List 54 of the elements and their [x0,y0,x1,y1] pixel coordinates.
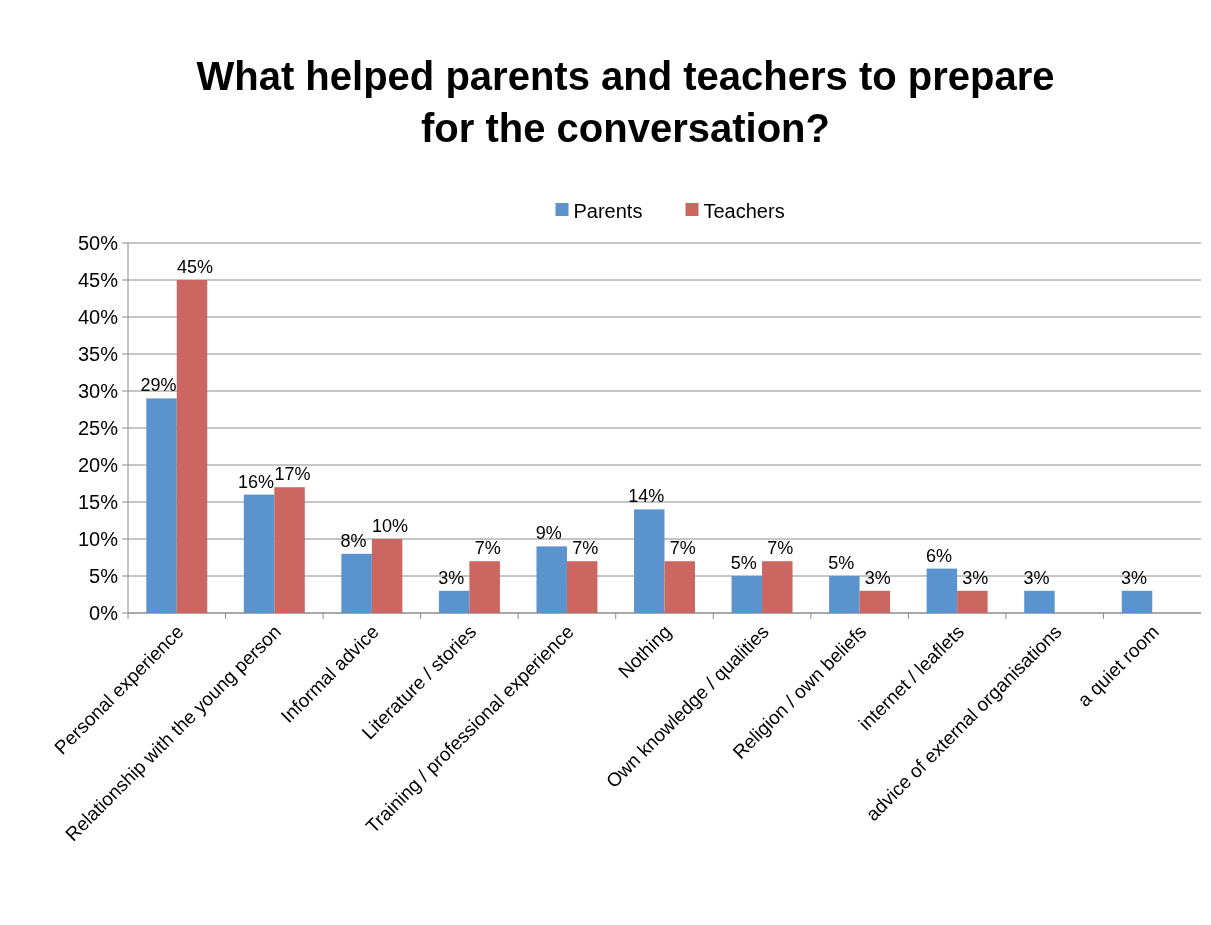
bar [243,494,275,613]
data-label: 3% [438,567,465,588]
bar [634,509,665,613]
bar [829,576,860,613]
data-label: 5% [730,553,757,573]
legend-label: Parents [573,200,643,222]
bar [274,487,305,613]
y-tick-label: 25% [77,417,119,439]
data-label: 5% [828,553,855,573]
chart-title: What helped parents and teachers to prepare for the conversation? [196,54,1055,150]
data-label: 17% [274,464,311,485]
data-label: 29% [140,375,177,396]
bar [957,590,988,613]
y-tick-label: 10% [77,528,119,550]
bar [566,561,598,613]
data-label: 7% [572,538,599,559]
bar [762,561,793,613]
data-label: 7% [767,538,794,559]
bar [536,546,567,613]
y-tick-label: 35% [77,343,119,365]
bar [438,590,470,613]
y-tick-label: 20% [77,454,119,476]
y-tick-label: 30% [77,380,119,402]
y-tick-label: 50% [77,232,119,254]
bar [1121,590,1153,613]
bar [664,561,695,613]
y-tick-label: 5% [89,565,119,587]
data-label: 3% [1120,567,1147,588]
y-tick-label: 45% [77,269,119,291]
bar [1024,590,1055,613]
data-label: 3% [864,567,891,588]
data-label: 9% [535,523,562,544]
data-label: 3% [962,567,989,588]
data-label: 8% [340,530,367,551]
data-label: 3% [1023,567,1050,588]
data-label: 6% [925,545,952,566]
y-tick-label: 15% [77,491,119,513]
legend-label: Teachers [703,200,785,222]
data-label: 10% [372,516,409,536]
bar [926,568,958,613]
bar [341,553,372,613]
bar [371,539,403,613]
bar [176,280,208,613]
data-label: 7% [474,538,501,559]
data-label: 16% [238,471,275,492]
data-label: 14% [628,486,665,507]
y-tick-label: 40% [77,306,119,328]
y-tick-label: 0% [89,602,119,624]
bar [731,576,763,613]
bar [469,561,500,613]
bar [146,398,177,613]
data-label: 7% [669,538,696,559]
bar [859,590,891,613]
data-label: 45% [177,257,214,277]
